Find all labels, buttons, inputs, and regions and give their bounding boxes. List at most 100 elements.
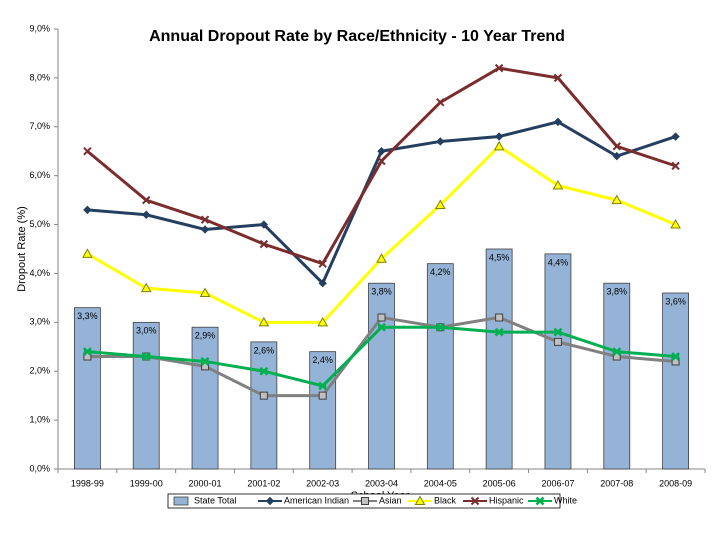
marker <box>318 391 327 400</box>
y-tick-label: 4,0% <box>29 268 50 278</box>
marker <box>377 156 386 166</box>
marker <box>494 132 504 141</box>
marker <box>141 352 151 361</box>
marker <box>258 316 270 327</box>
y-tick-label: 8,0% <box>29 72 50 82</box>
marker <box>611 194 623 205</box>
marker <box>612 151 621 161</box>
legend-label: American Indian <box>284 495 349 505</box>
marker <box>83 347 92 357</box>
line <box>86 66 677 266</box>
x-tick-label: 2007-08 <box>600 478 633 488</box>
x-tick-label: 2003-04 <box>365 478 398 488</box>
legend-label: Asian <box>379 495 402 505</box>
marker <box>670 219 681 229</box>
legend-label: State Total <box>194 495 236 505</box>
bar <box>132 321 160 470</box>
bar <box>250 341 278 470</box>
marker <box>671 352 680 361</box>
bar <box>426 263 454 470</box>
marker <box>553 117 563 127</box>
y-tick-label: 0,0% <box>29 463 50 473</box>
marker <box>142 210 151 219</box>
marker <box>493 140 505 151</box>
legend-marker <box>414 495 426 505</box>
marker <box>199 287 211 297</box>
marker <box>494 327 504 337</box>
marker <box>376 253 387 263</box>
marker <box>259 220 269 229</box>
bar <box>662 292 689 470</box>
line-series <box>82 140 681 327</box>
marker <box>83 205 92 215</box>
marker <box>494 63 504 73</box>
marker <box>318 279 327 288</box>
y-tick-label: 6,0% <box>29 170 50 180</box>
marker <box>553 327 563 337</box>
x-tick-label: 2008-09 <box>659 478 692 488</box>
bar <box>485 248 513 470</box>
line-series <box>83 313 680 400</box>
marker <box>142 195 151 205</box>
y-axis-title: Dropout Rate (%) <box>16 206 28 292</box>
marker <box>435 322 445 332</box>
marker <box>377 322 386 332</box>
y-tick-label: 2,0% <box>29 366 50 376</box>
bar <box>191 326 219 470</box>
value-label: 3,8% <box>371 287 392 297</box>
marker <box>553 73 563 83</box>
value-label: 2,6% <box>254 345 275 355</box>
marker <box>200 357 210 366</box>
value-label: 3,3% <box>77 311 98 321</box>
value-label: 3,0% <box>136 326 157 336</box>
legend-label: Hispanic <box>489 495 524 505</box>
y-tick-label: 7,0% <box>29 121 50 131</box>
bar <box>368 282 395 470</box>
x-tick-label: 1998-99 <box>71 478 104 488</box>
x-tick-label: 1999-00 <box>130 478 163 488</box>
value-label: 4,4% <box>548 257 569 267</box>
line-series <box>83 322 680 391</box>
bar <box>74 307 101 470</box>
legend-marker <box>361 497 369 505</box>
chart-title: Annual Dropout Rate by Race/Ethnicity - … <box>149 28 565 45</box>
x-tick-label: 2001-02 <box>247 478 280 488</box>
marker <box>671 161 680 171</box>
bar <box>544 253 572 470</box>
marker <box>671 132 680 141</box>
marker <box>436 137 445 146</box>
y-tick-label: 9,0% <box>29 23 50 33</box>
marker <box>140 282 152 293</box>
marker <box>612 142 621 151</box>
line-series <box>83 117 680 288</box>
marker <box>377 147 386 156</box>
marker <box>200 215 210 224</box>
x-tick-label: 2006-07 <box>541 478 574 488</box>
marker <box>83 147 92 156</box>
marker <box>318 381 328 391</box>
bar <box>603 282 631 470</box>
marker <box>317 316 329 327</box>
marker <box>553 337 562 346</box>
marker <box>612 347 622 357</box>
legend-marker <box>470 496 480 506</box>
legend-marker <box>265 496 275 506</box>
x-tick-label: 2004-05 <box>424 478 457 488</box>
value-label: 2,9% <box>195 331 216 341</box>
value-label: 2,4% <box>312 355 333 365</box>
marker <box>377 313 386 322</box>
marker <box>259 391 268 400</box>
x-tick-label: 2000-01 <box>189 478 222 488</box>
marker <box>495 313 504 322</box>
legend-marker <box>535 496 545 506</box>
value-label: 3,6% <box>665 296 686 306</box>
legend-swatch <box>173 496 189 506</box>
marker <box>436 98 445 107</box>
bar <box>309 351 337 470</box>
marker <box>552 179 564 190</box>
legend-label: Black <box>434 495 457 505</box>
x-tick-label: 2002-03 <box>306 478 339 488</box>
value-label: 4,5% <box>489 252 510 262</box>
